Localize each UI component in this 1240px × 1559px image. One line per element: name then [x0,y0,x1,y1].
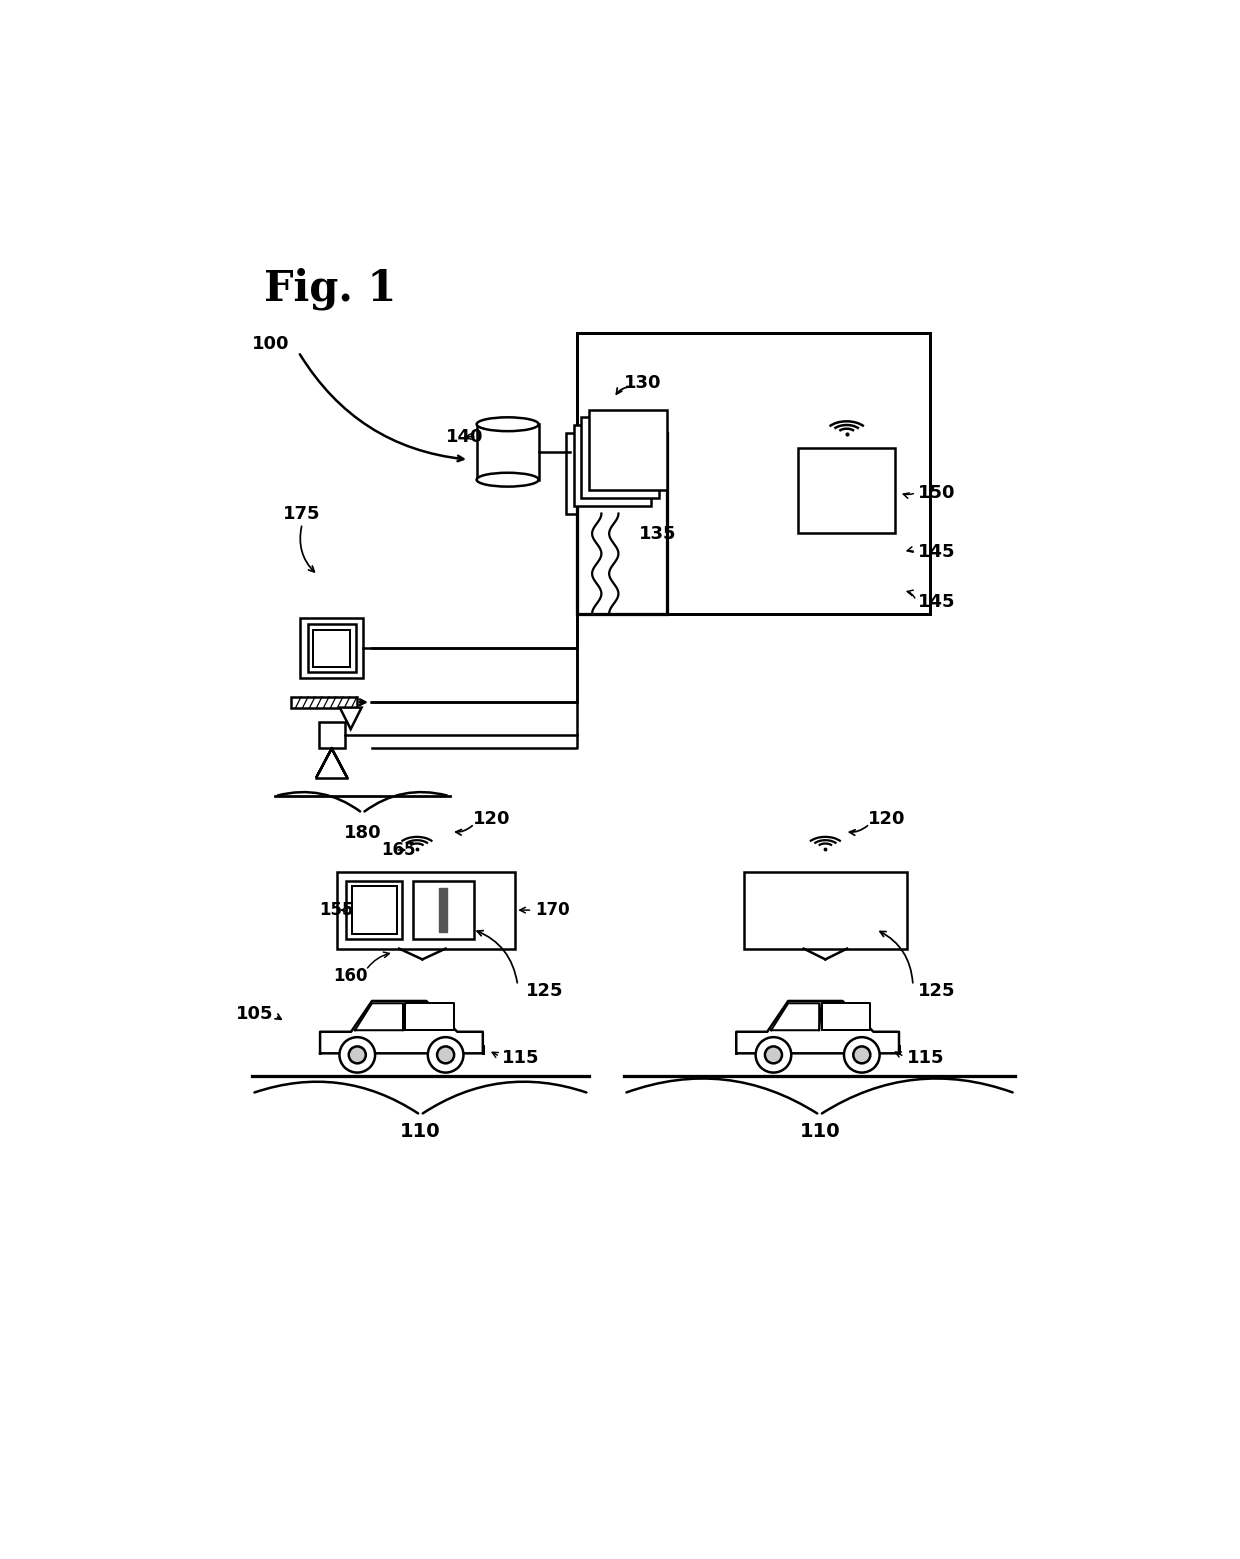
Bar [413,881,474,940]
Polygon shape [439,887,448,932]
Polygon shape [822,1004,870,1030]
Polygon shape [405,1004,454,1030]
Ellipse shape [476,418,538,432]
Circle shape [844,1037,879,1073]
Circle shape [853,1046,870,1063]
Circle shape [348,1046,366,1063]
Bar [565,433,644,513]
Bar [573,426,651,505]
Circle shape [428,1037,464,1073]
Ellipse shape [476,472,538,486]
Text: 135: 135 [640,525,677,544]
Circle shape [765,1046,782,1063]
Bar [312,630,350,667]
Text: 115: 115 [502,1049,539,1066]
Circle shape [340,1037,374,1073]
Text: 100: 100 [252,335,289,354]
Polygon shape [355,1004,403,1030]
Bar [582,418,658,499]
Bar [319,722,345,748]
Text: 110: 110 [800,1122,841,1141]
Text: 105: 105 [237,1006,274,1023]
Bar [799,447,895,533]
Text: Fig. 1: Fig. 1 [263,267,396,310]
Bar [578,332,930,614]
Circle shape [438,1046,454,1063]
Text: 145: 145 [919,543,956,561]
Text: 125: 125 [526,982,563,999]
Text: 110: 110 [399,1122,440,1141]
Bar [744,871,906,948]
Text: 130: 130 [624,374,661,391]
Bar [346,881,402,940]
Bar [308,625,356,672]
Bar [300,619,363,678]
Bar [578,433,667,614]
Text: 150: 150 [919,483,956,502]
Bar [291,697,357,708]
Text: 145: 145 [919,592,956,611]
Polygon shape [737,1001,899,1054]
Bar [337,871,516,948]
Text: 125: 125 [919,982,956,999]
Text: 115: 115 [906,1049,944,1066]
Text: 175: 175 [283,505,320,522]
Text: 120: 120 [868,811,905,828]
Text: 155: 155 [320,901,353,920]
Polygon shape [320,1001,482,1054]
Polygon shape [340,708,362,730]
Bar [352,886,397,934]
Text: 160: 160 [334,967,368,985]
Text: 170: 170 [534,901,569,920]
Polygon shape [771,1004,820,1030]
Text: 140: 140 [445,427,484,446]
Bar [589,410,667,491]
Text: 165: 165 [381,840,415,859]
Text: 120: 120 [472,811,510,828]
Text: 180: 180 [343,825,381,842]
Circle shape [755,1037,791,1073]
